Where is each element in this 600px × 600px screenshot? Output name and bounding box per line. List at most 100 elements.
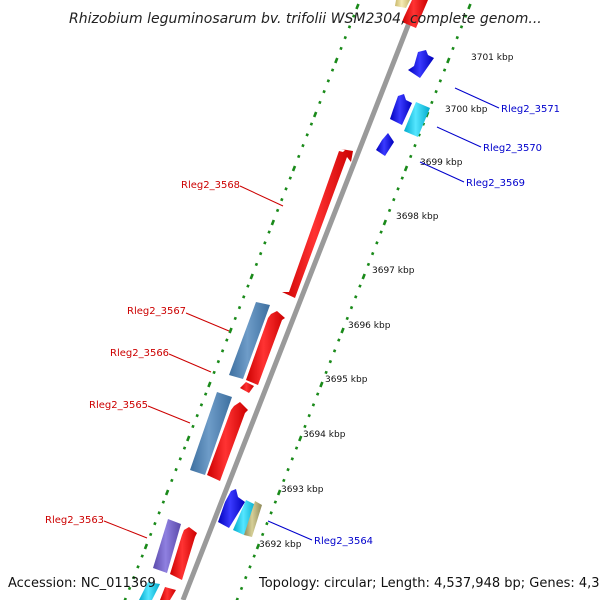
outer-scale-dot — [207, 381, 212, 388]
kbp-label: 3699 kbp — [420, 158, 463, 168]
inner-scale-dot — [382, 219, 388, 226]
gene-leader-line — [239, 185, 284, 207]
inner-scale-dot — [430, 100, 434, 105]
gene-bottom-cyan[interactable] — [139, 582, 160, 600]
gene-small-red-fragment[interactable] — [240, 382, 254, 393]
outer-scale-dot — [228, 327, 233, 334]
kbp-label: 3693 kbp — [281, 485, 324, 495]
kbp-label: 3696 kbp — [348, 321, 391, 331]
gene-rleg2-3568-arrow[interactable] — [282, 149, 353, 298]
gene-rleg2-3569-arrow[interactable] — [376, 133, 394, 156]
outer-scale-dot — [330, 68, 335, 72]
inner-scale-dot — [358, 284, 362, 288]
gene-leader-line — [168, 353, 212, 373]
outer-scale-dot — [225, 338, 229, 342]
gene-bottom-red[interactable] — [160, 587, 176, 600]
inner-scale-dot — [375, 241, 379, 245]
gene-top-red[interactable] — [402, 0, 428, 28]
inner-scale-dot — [366, 262, 371, 267]
gene-label-rleg2-3568[interactable]: Rleg2_3568 — [181, 180, 240, 191]
gene-leader-line — [185, 312, 230, 332]
gene-rleg2-3564-blue[interactable] — [218, 489, 245, 528]
inner-scale-dot — [459, 25, 464, 29]
inner-scale-dot — [239, 586, 244, 591]
outer-scale-dot — [199, 403, 204, 407]
inner-scale-dot — [349, 305, 354, 310]
kbp-tick-labels: 3701 kbp 3700 kbp 3699 kbp 3698 kbp 3697 kbp… — [259, 53, 514, 550]
outer-scale-dot — [161, 500, 166, 504]
gene-label-rleg2-3565[interactable]: Rleg2_3565 — [89, 400, 148, 411]
inner-scale-dot — [328, 359, 333, 364]
gene-label-rleg2-3564[interactable]: Rleg2_3564 — [314, 536, 373, 547]
outer-scale-dot — [186, 435, 191, 442]
kbp-label: 3700 kbp — [445, 105, 488, 115]
outer-scale-dot — [242, 295, 246, 299]
gene-label-rleg2-3563[interactable]: Rleg2_3563 — [45, 515, 104, 526]
inner-scale-dot — [315, 392, 320, 396]
inner-scale-dot — [286, 467, 290, 472]
gene-rleg2-3570-blue[interactable] — [390, 94, 412, 125]
inner-scale-dot — [467, 3, 472, 10]
gene-rleg2-3564-cyan[interactable] — [233, 500, 256, 535]
outer-scale-dot — [312, 111, 318, 118]
outer-scale-dot — [355, 3, 360, 10]
inner-scale-dot — [340, 327, 345, 334]
inner-scale-dot — [400, 176, 404, 180]
gene-rleg2-3571-arrow[interactable] — [408, 50, 434, 78]
gene-rleg2-3565-arrow[interactable] — [190, 392, 232, 475]
gene-leader-line — [419, 161, 465, 183]
outer-scale-dot — [123, 597, 127, 600]
outer-scale-dot — [178, 457, 182, 461]
gene-top-yellow[interactable] — [395, 0, 410, 8]
inner-scale-dot — [379, 230, 383, 234]
gene-leader-line — [436, 126, 482, 148]
kbp-label: 3695 kbp — [325, 375, 368, 385]
inner-scale-dot — [282, 478, 286, 483]
outer-scale-dot — [309, 122, 314, 126]
gene-rleg2-3565-red-arrow[interactable] — [207, 402, 248, 481]
inner-scale-dot — [273, 500, 278, 504]
gene-leader-line — [147, 405, 191, 424]
inner-scale-dot — [455, 35, 459, 40]
gene-label-rleg2-3569[interactable]: Rleg2_3569 — [466, 178, 525, 189]
outer-scale-dot — [284, 187, 288, 191]
gene-leader-line — [454, 87, 500, 109]
inner-scale-dot — [434, 89, 438, 94]
outer-scale-dot — [174, 467, 178, 472]
inner-scale-dot — [417, 133, 421, 137]
gene-rleg2-3563-red[interactable] — [170, 527, 197, 580]
gene-rleg2-3570-cyan[interactable] — [404, 102, 430, 137]
inner-scale-dot — [392, 197, 396, 202]
outer-scale-dot — [143, 543, 149, 550]
inner-scale-dot — [442, 68, 447, 72]
inner-scale-dot — [370, 251, 375, 256]
outer-scale-dot — [322, 89, 326, 94]
inner-scale-dot — [319, 381, 324, 388]
outer-scale-dot — [182, 446, 187, 450]
outer-scale-dot — [352, 14, 356, 18]
gene-rleg2-3566-red-arrow[interactable] — [246, 311, 285, 385]
gene-label-rleg2-3566[interactable]: Rleg2_3566 — [110, 348, 169, 359]
inner-scale-dot — [303, 424, 307, 429]
gene-labels: Rleg2_3568 Rleg2_3567 Rleg2_3566 Rleg2_3565… — [45, 87, 560, 547]
gene-label-rleg2-3567[interactable]: Rleg2_3567 — [127, 306, 186, 317]
gene-leader-line — [267, 520, 313, 541]
outer-scale-dot — [288, 176, 292, 180]
outer-scale-dot — [301, 143, 305, 148]
accession-text: Accession: NC_011369 — [8, 576, 156, 591]
outer-scale-dot — [305, 133, 309, 137]
reverse-strand-genes — [218, 50, 434, 537]
inner-scale-dot — [345, 316, 349, 321]
gene-rleg2-3567-arrow[interactable] — [229, 302, 270, 379]
outer-scale-dot — [326, 79, 331, 83]
gene-label-rleg2-3570[interactable]: Rleg2_3570 — [483, 143, 542, 154]
gene-label-rleg2-3571[interactable]: Rleg2_3571 — [501, 104, 560, 115]
outer-scale-dot — [220, 349, 225, 353]
gene-rleg2-3563-purple[interactable] — [153, 519, 181, 573]
inner-scale-dot — [265, 521, 269, 526]
outer-scale-dot — [318, 100, 322, 105]
outer-scale-dot — [347, 25, 352, 29]
inner-scale-dot — [311, 403, 316, 407]
gene-rleg2-3564-tan[interactable] — [244, 501, 262, 537]
